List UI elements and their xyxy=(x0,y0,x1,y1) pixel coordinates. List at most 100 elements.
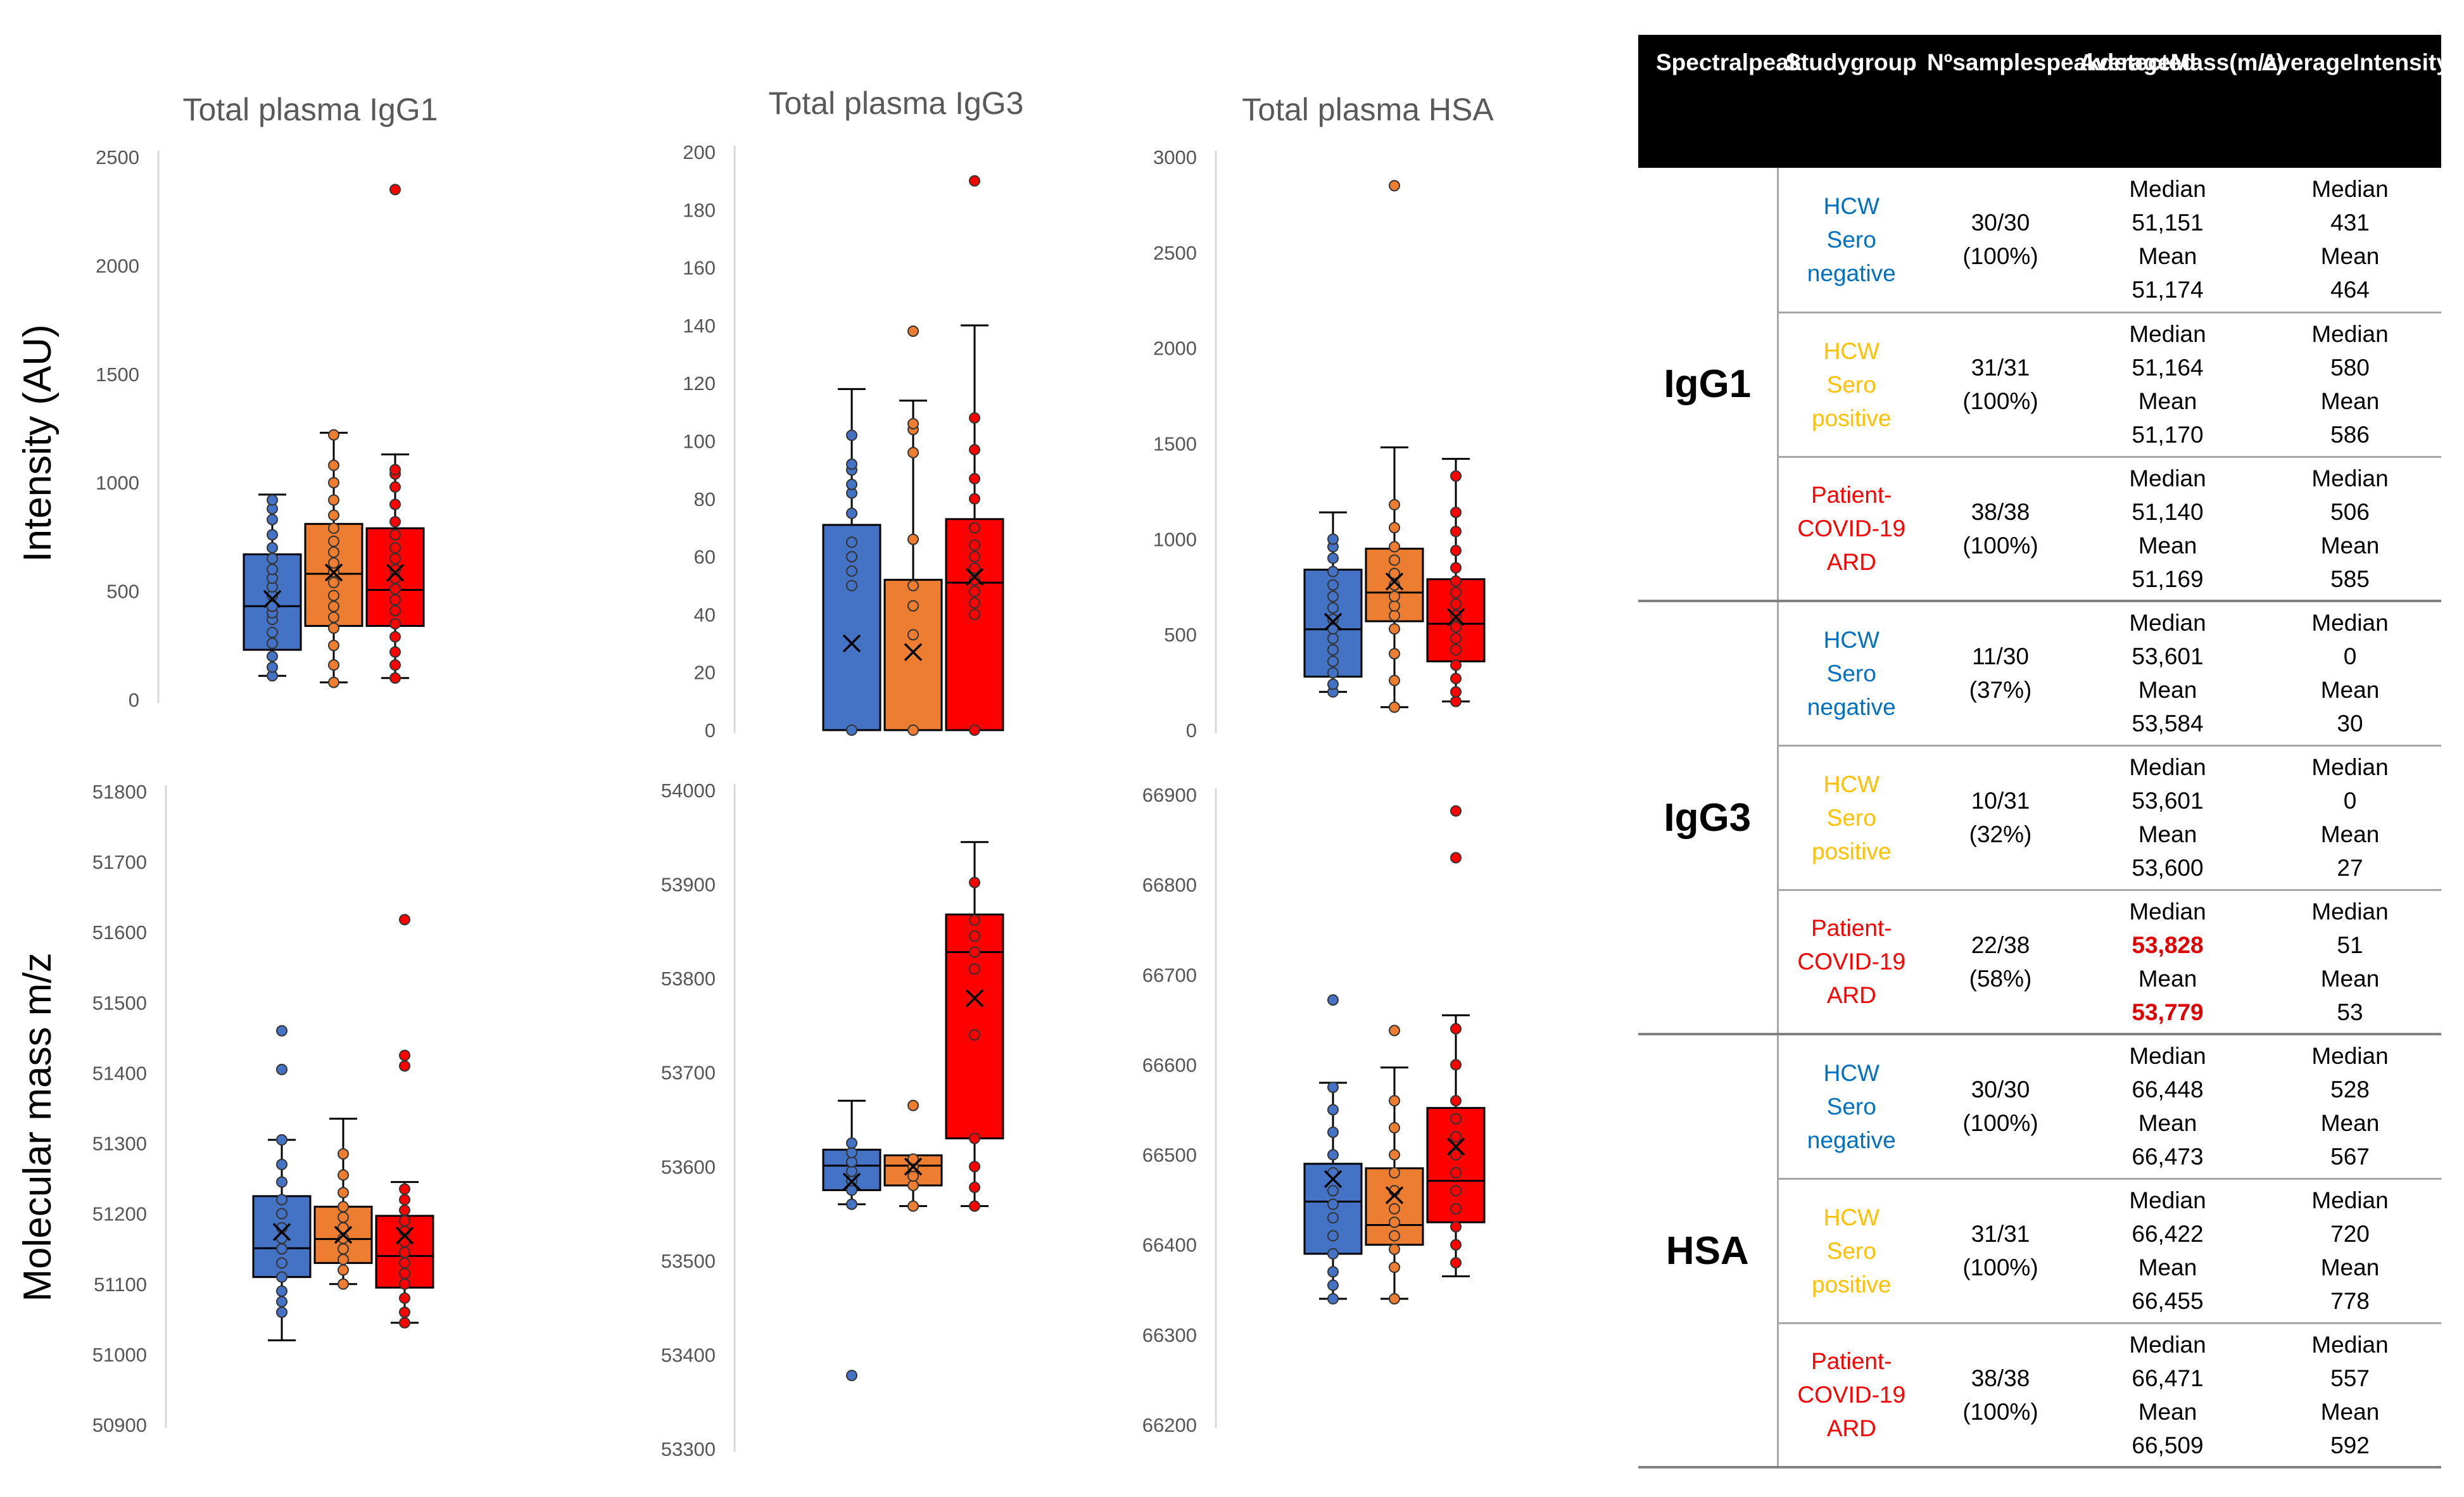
cell-line: negative xyxy=(1807,1127,1896,1153)
data-point xyxy=(389,542,401,554)
data-point xyxy=(328,459,339,471)
data-point xyxy=(1327,678,1339,690)
study-group-cell: HCW Sero negative xyxy=(1778,1034,1924,1180)
y-tick-label: 66200 xyxy=(1142,1414,1197,1436)
data-point xyxy=(1389,522,1400,534)
samples-detected-cell: 22/38 (58%) xyxy=(1924,890,2076,1035)
data-point xyxy=(1327,565,1339,578)
boxplot-figure: Intensity (AU) Molecular mass m/z Total … xyxy=(16,85,1494,1460)
y-tick-label: 2000 xyxy=(1153,338,1197,360)
data-point xyxy=(907,533,919,545)
spectral-peak-cell: HSA xyxy=(1638,1034,1779,1469)
data-point xyxy=(1389,674,1400,686)
cell-line: 51,164 xyxy=(2132,355,2204,381)
data-point xyxy=(389,184,401,196)
cell-line: Mean xyxy=(2320,243,2380,270)
data-point xyxy=(1389,610,1400,621)
y-tick-label: 53500 xyxy=(661,1250,716,1272)
y-tick-label: 160 xyxy=(683,257,716,279)
cell-line: 66,473 xyxy=(2132,1144,2204,1170)
data-point xyxy=(1389,567,1400,579)
cell-line: Median xyxy=(2129,321,2206,347)
cell-line: COVID-19 xyxy=(1797,1382,1906,1408)
data-point xyxy=(338,1243,349,1255)
data-point xyxy=(1327,633,1339,645)
cell-line: (100%) xyxy=(1962,388,2038,414)
data-point xyxy=(389,583,401,595)
table-row: HSA HCW Sero negative 30/30 (100%) Median 66,44… xyxy=(1638,1034,2441,1469)
cell-line: ARD xyxy=(1826,982,1876,1009)
samples-detected-cell: 38/38 (100%) xyxy=(1924,457,2076,602)
cell-line: Mean xyxy=(2320,1110,2380,1137)
data-point xyxy=(328,611,339,623)
cell-line: Median xyxy=(2311,1331,2389,1358)
study-group-cell: HCW Sero negative xyxy=(1778,601,1924,747)
y-tick-label: 51200 xyxy=(92,1203,147,1225)
data-point xyxy=(267,626,278,638)
data-point xyxy=(1327,1279,1339,1291)
mean-marker xyxy=(842,1172,861,1191)
cell-line: Median xyxy=(2311,754,2389,780)
cell-line: 506 xyxy=(2330,498,2370,525)
average-intensity-cell: Median 506 Mean 585 xyxy=(2259,457,2441,602)
data-point xyxy=(338,1201,349,1213)
data-point xyxy=(328,590,339,602)
data-point xyxy=(1389,1095,1400,1107)
average-intensity-cell: Median 557 Mean 592 xyxy=(2259,1323,2441,1469)
data-point xyxy=(1450,673,1462,685)
average-mass-cell: Median 53,601 Mean 53,600 xyxy=(2076,745,2259,891)
cell-line: 51,140 xyxy=(2132,498,2204,525)
cell-line: Mean xyxy=(2138,1398,2197,1425)
cell-line: Mean xyxy=(2320,1254,2380,1280)
data-point xyxy=(846,458,857,471)
data-point xyxy=(399,1268,410,1280)
data-point xyxy=(338,1211,349,1223)
data-point xyxy=(969,175,980,187)
data-point xyxy=(1327,1212,1339,1224)
y-tick-label: 40 xyxy=(694,603,716,626)
y-tick-label: 0 xyxy=(129,689,139,711)
data-point xyxy=(1327,1198,1339,1210)
y-tick-label: 500 xyxy=(106,581,139,603)
samples-detected-cell: 30/30 (100%) xyxy=(1924,1034,2076,1180)
mean-marker xyxy=(904,1158,923,1176)
data-point xyxy=(1327,1230,1339,1242)
data-point xyxy=(846,551,857,563)
data-point xyxy=(328,509,339,521)
data-point xyxy=(328,477,339,489)
cell-line: COVID-19 xyxy=(1797,515,1906,542)
cell-line: 38/38 xyxy=(1971,1365,2030,1391)
cell-line: group xyxy=(1850,49,1917,75)
cell-line: ARD xyxy=(1826,549,1876,576)
data-point xyxy=(1327,579,1339,591)
study-group-cell: Patient- COVID-19 ARD xyxy=(1778,457,1924,602)
data-point xyxy=(1450,644,1462,656)
y-tick-label: 3000 xyxy=(1153,146,1197,168)
average-intensity-cell: Median 580 Mean 586 xyxy=(2259,312,2441,458)
average-mass-cell: Median 66,422 Mean 66,455 xyxy=(2076,1178,2259,1324)
data-point xyxy=(1327,602,1339,614)
average-mass-cell: Median 51,151 Mean 51,174 xyxy=(2076,168,2259,313)
y-tick-label: 60 xyxy=(694,546,716,568)
data-point xyxy=(907,1170,919,1182)
data-point xyxy=(969,472,980,484)
data-point xyxy=(389,515,401,527)
mean-marker xyxy=(1324,1170,1343,1189)
data-point xyxy=(1389,1203,1400,1215)
data-point xyxy=(846,1147,857,1158)
data-point xyxy=(969,1132,980,1144)
data-point xyxy=(399,1215,410,1227)
y-tick-label: 500 xyxy=(1164,624,1197,646)
cell-line: HCW xyxy=(1823,626,1880,653)
data-point xyxy=(389,564,401,576)
data-point xyxy=(1389,1149,1400,1161)
data-point xyxy=(1450,1239,1462,1251)
cell-line: 557 xyxy=(2330,1365,2370,1391)
data-point xyxy=(846,1137,857,1149)
cell-line: Median xyxy=(2129,1187,2206,1213)
data-point xyxy=(399,1278,410,1290)
cell-line: Median xyxy=(2129,465,2206,491)
data-point xyxy=(1389,648,1400,660)
y-tick-label: 51400 xyxy=(92,1062,147,1084)
data-point xyxy=(969,876,980,888)
